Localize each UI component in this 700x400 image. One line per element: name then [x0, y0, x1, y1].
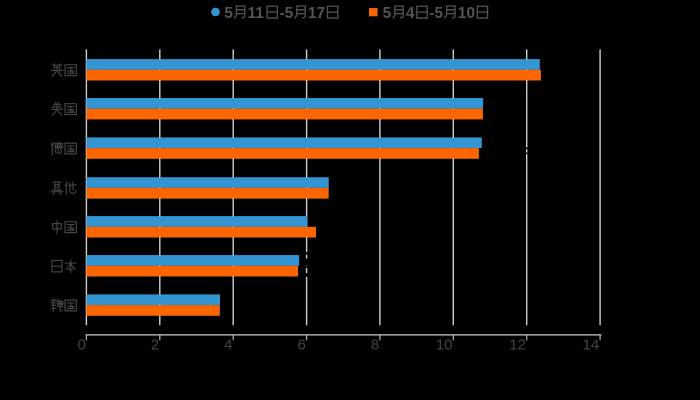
- svg-text:5: 5: [383, 5, 392, 22]
- svg-text:-: -: [279, 5, 284, 22]
- svg-text:5: 5: [224, 5, 233, 22]
- svg-text:10: 10: [436, 337, 453, 354]
- svg-text:11: 11: [248, 5, 265, 22]
- svg-text:4: 4: [406, 5, 415, 22]
- svg-text:8: 8: [371, 337, 379, 354]
- svg-text:0: 0: [77, 337, 85, 354]
- svg-text:14: 14: [583, 337, 600, 354]
- svg-text:4: 4: [224, 337, 232, 354]
- svg-text:10: 10: [458, 5, 475, 22]
- svg-text:2: 2: [151, 337, 159, 354]
- svg-text:6: 6: [297, 337, 305, 354]
- svg-text:5: 5: [434, 5, 443, 22]
- svg-text:12: 12: [509, 337, 526, 354]
- svg-text:17: 17: [308, 5, 325, 22]
- svg-text:-: -: [429, 5, 434, 22]
- svg-text:5: 5: [285, 5, 294, 22]
